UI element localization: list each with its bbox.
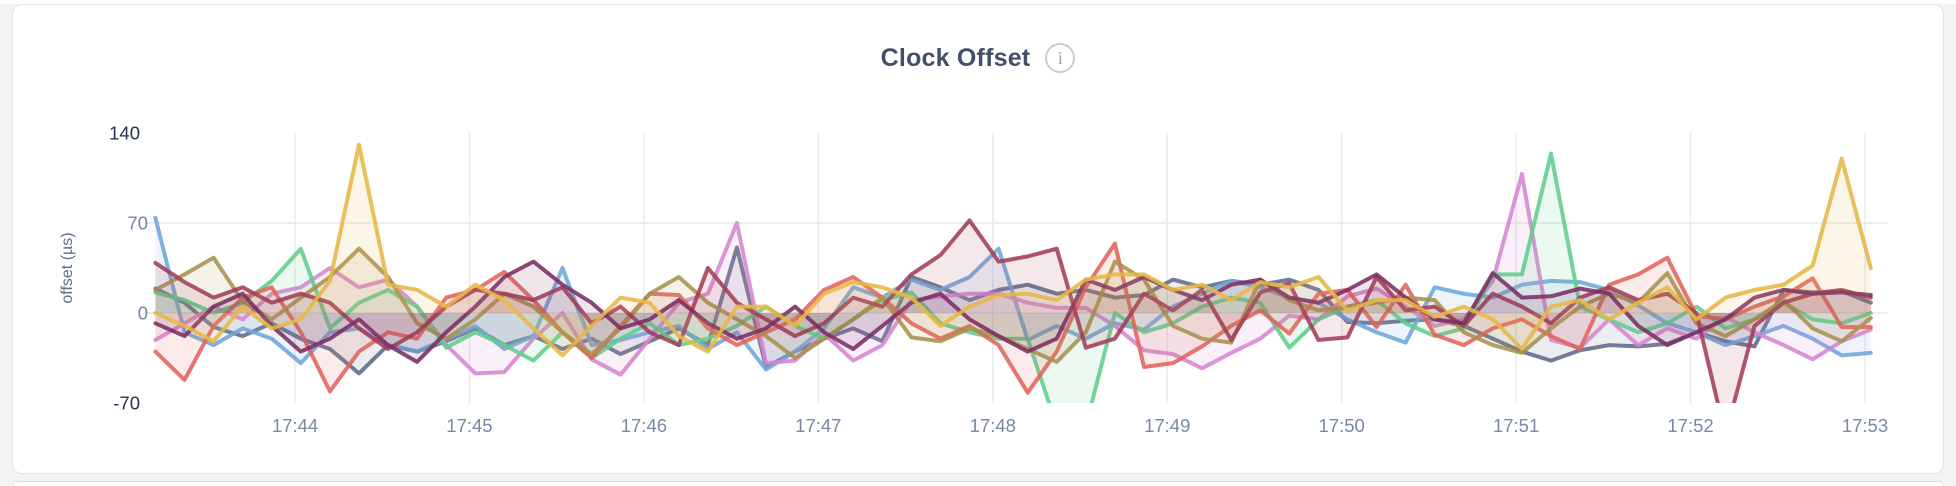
series-area-orchid: [155, 174, 1871, 375]
series-group: [153, 142, 1873, 403]
series-area-blue: [155, 217, 1871, 370]
x-tick-label-17:53: 17:53: [1842, 415, 1888, 436]
clock-offset-card: Clock Offset i: [12, 4, 1944, 474]
y-tick-label-0: 0: [138, 303, 148, 324]
x-tick-label-17:49: 17:49: [1144, 415, 1190, 436]
x-tick-label-17:50: 17:50: [1319, 415, 1365, 436]
x-tick-label-17:48: 17:48: [970, 415, 1016, 436]
series-area-green: [155, 153, 1871, 403]
info-icon[interactable]: i: [1045, 43, 1076, 73]
chart-title: Clock Offset: [880, 43, 1031, 72]
series-line-gold: [153, 142, 1873, 358]
series-area-slate: [155, 247, 1871, 374]
y-tick-label--70: -70: [113, 393, 140, 414]
series-area-coral: [155, 243, 1871, 393]
y-tick-label-140: 140: [109, 123, 140, 144]
y-axis-title: offset (µs): [59, 232, 76, 303]
chart-header: Clock Offset i: [13, 41, 1943, 75]
y-tick-label-70: 70: [127, 213, 148, 234]
plot-area[interactable]: [144, 133, 1888, 403]
series-line-maroon: [153, 218, 1873, 403]
series-line-green: [153, 151, 1873, 403]
x-tick-label-17:52: 17:52: [1667, 415, 1713, 436]
x-tick-label-17:47: 17:47: [795, 415, 841, 436]
x-tick-label-17:51: 17:51: [1493, 415, 1539, 436]
next-card-top-edge: [12, 481, 1944, 486]
x-tick-label-17:45: 17:45: [446, 415, 492, 436]
series-line-plum: [153, 259, 1873, 364]
page-top-strip: [0, 0, 1956, 4]
series-area-maroon: [155, 220, 1871, 403]
x-tick-label-17:44: 17:44: [272, 415, 318, 436]
x-tick-label-17:46: 17:46: [621, 415, 667, 436]
